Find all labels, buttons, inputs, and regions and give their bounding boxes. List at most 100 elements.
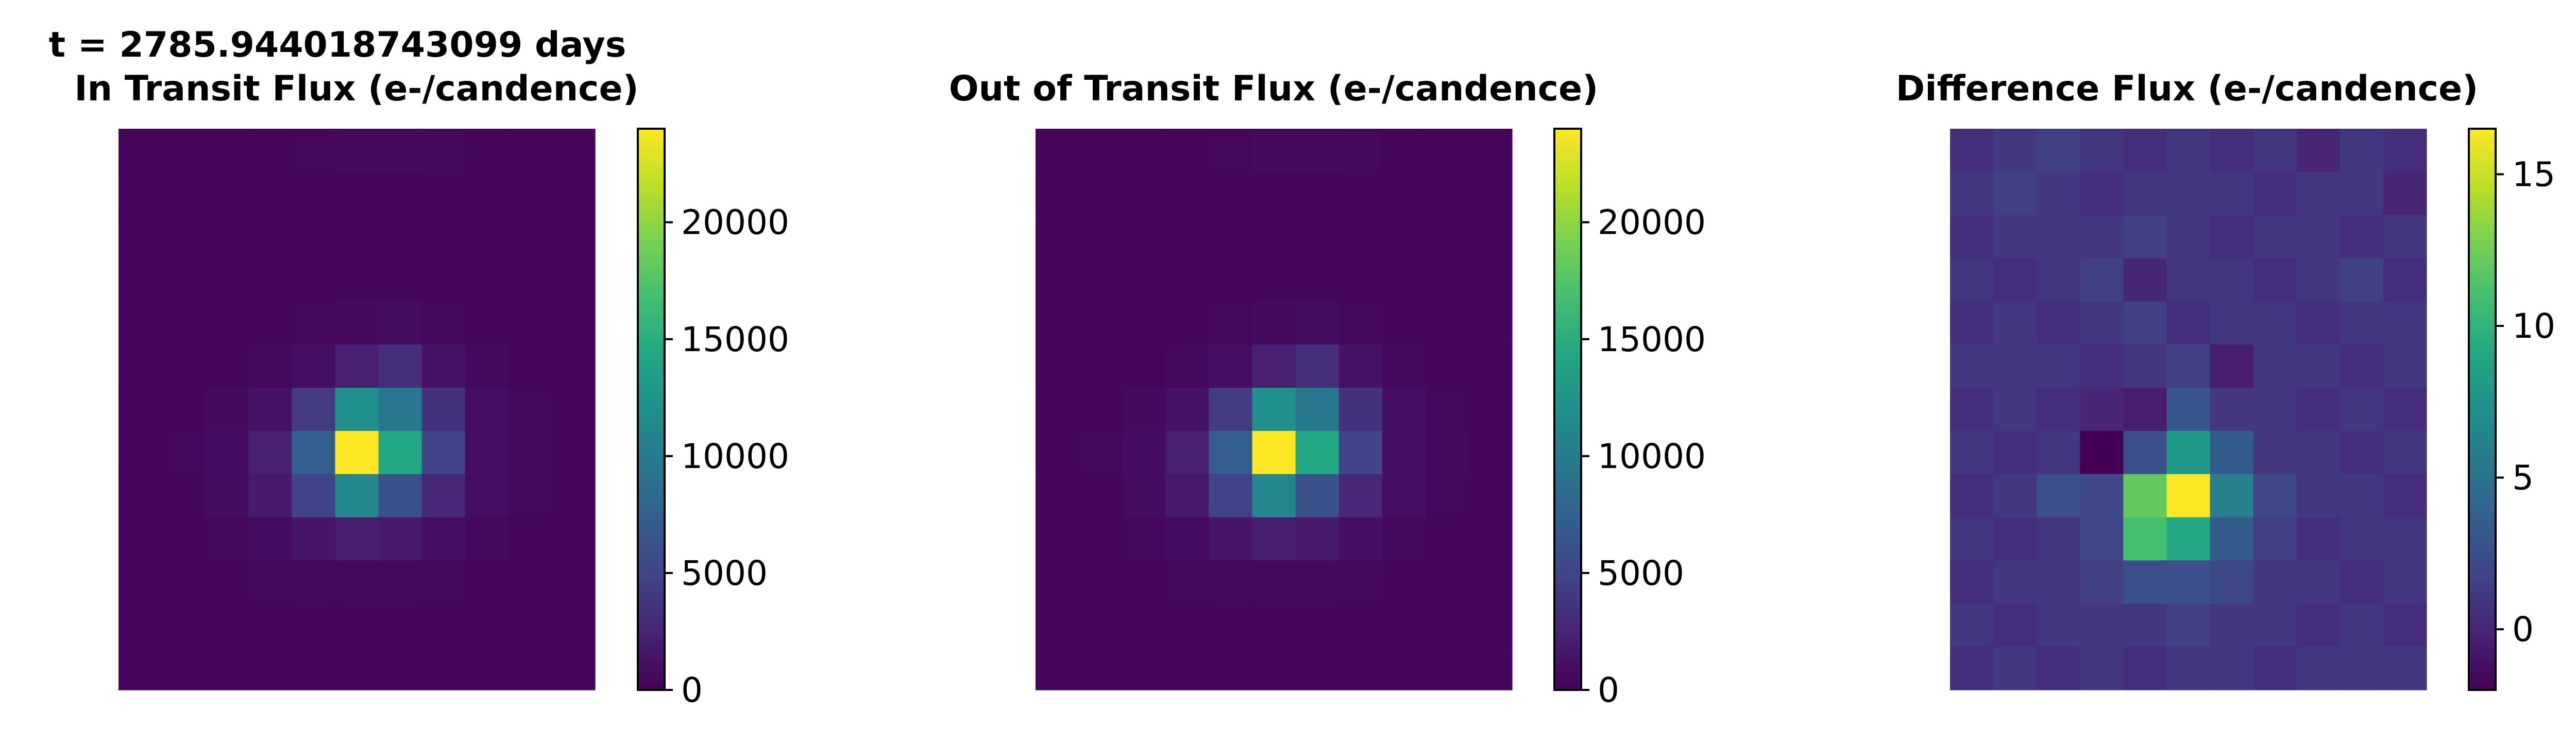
heatmap-cell (421, 560, 466, 604)
heatmap-cell (248, 301, 292, 345)
heatmap-cell (118, 603, 162, 647)
colorbar: 0 5000 10000 15000 20000 (1553, 128, 1706, 710)
heatmap-cell (1079, 129, 1123, 172)
heatmap-cell (205, 129, 249, 172)
heatmap-cell (2123, 647, 2167, 690)
heatmap-cell (205, 215, 249, 259)
heatmap-cell (465, 344, 509, 388)
heatmap-cell (1252, 647, 1296, 690)
heatmap-cell (1122, 517, 1166, 561)
heatmap-cell (1252, 129, 1296, 172)
heatmap-cell (378, 603, 422, 647)
heatmap-cell (421, 388, 466, 431)
heatmap-cell (2037, 560, 2080, 604)
heatmap-cell (162, 603, 206, 647)
heatmap-cell (378, 560, 422, 604)
heatmap-cell (1950, 474, 1994, 518)
heatmap-cell (2210, 603, 2254, 647)
heatmap-cell (551, 474, 596, 518)
heatmap-cell (2210, 517, 2254, 561)
heatmap-cell (1338, 215, 1383, 259)
heatmap-cell (1079, 474, 1123, 518)
heatmap-cell (2080, 560, 2124, 604)
heatmap-cell (1425, 258, 1469, 302)
heatmap-cell (1338, 171, 1383, 216)
colorbar-tick-label: 0 (1598, 670, 1619, 710)
colorbar-tick-label: 20000 (1598, 203, 1706, 243)
heatmap-cell (465, 517, 509, 561)
heatmap-cell (1209, 603, 1253, 647)
heatmap-cell (551, 388, 596, 431)
heatmap-cell (465, 258, 509, 302)
heatmap-cell (551, 171, 596, 216)
colorbar-tick-label: 15000 (1598, 320, 1706, 359)
heatmap-cell (551, 603, 596, 647)
heatmap-cell (162, 129, 206, 172)
heatmap-cell (2383, 344, 2427, 388)
heatmap-cell (2210, 474, 2254, 518)
heatmap-cell (162, 560, 206, 604)
heatmap-cell (2296, 215, 2341, 259)
heatmap-cell (2253, 258, 2297, 302)
heatmap-cell (1295, 215, 1340, 259)
heatmap-cell (1079, 430, 1123, 475)
heatmap-cell (1079, 517, 1123, 561)
heatmap-cell (1036, 560, 1079, 604)
heatmap-cell (2253, 301, 2297, 345)
heatmap-cell (1950, 258, 1994, 302)
heatmap-cell (335, 430, 379, 475)
heatmap-cell (1950, 603, 1994, 647)
heatmap-cell (2296, 344, 2341, 388)
heatmap-cell (2166, 430, 2211, 475)
heatmap-cell (1252, 560, 1296, 604)
heatmap-cell (2296, 171, 2341, 216)
heatmap-cell (1950, 430, 1994, 475)
heatmap-cell (508, 647, 552, 690)
heatmap-cell (2253, 344, 2297, 388)
heatmap-cell (2080, 603, 2124, 647)
heatmap-cell (1425, 430, 1469, 475)
heatmap-cell (1165, 344, 1209, 388)
heatmap-cell (1338, 344, 1383, 388)
heatmap-cell (508, 603, 552, 647)
heatmap-cell (205, 647, 249, 690)
heatmap-cell (162, 430, 206, 475)
heatmap-cell (335, 603, 379, 647)
heatmap-cell (378, 647, 422, 690)
heatmap-cell (1468, 517, 1513, 561)
heatmap-cell (1036, 301, 1079, 345)
heatmap-cell (1295, 171, 1340, 216)
panel-in-transit: In Transit Flux (e-/candence) 0 5000 10000… (74, 68, 789, 710)
heatmap-cell (1382, 258, 1426, 302)
heatmap-cell (1122, 258, 1166, 302)
heatmap-cell (1338, 129, 1383, 172)
heatmap-cell (2253, 215, 2297, 259)
heatmap-cell (292, 129, 336, 172)
heatmap-cell (1252, 430, 1296, 475)
heatmap-cell (2383, 258, 2427, 302)
heatmap-cell (1382, 129, 1426, 172)
colorbar-tick-label: 20000 (681, 203, 789, 243)
heatmap-cell (1165, 301, 1209, 345)
heatmap-cell (1165, 647, 1209, 690)
heatmap-cell (248, 171, 292, 216)
heatmap-cell (2166, 171, 2211, 216)
heatmap-cell (2296, 647, 2341, 690)
heatmap-cell (465, 474, 509, 518)
heatmap-cell (1165, 388, 1209, 431)
heatmap-cell (335, 215, 379, 259)
heatmap-cell (1209, 517, 1253, 561)
heatmap-cell (1993, 171, 2037, 216)
heatmap-cell (2210, 344, 2254, 388)
heatmap-cell (2253, 560, 2297, 604)
heatmap-cell (1382, 517, 1426, 561)
heatmap-cell (205, 258, 249, 302)
heatmap-cell (2166, 388, 2211, 431)
heatmap-cell (1950, 388, 1994, 431)
heatmap-cell (162, 171, 206, 216)
heatmap-cell (2340, 430, 2384, 475)
heatmap-cell (335, 647, 379, 690)
heatmap-cell (508, 344, 552, 388)
heatmap-cell (2340, 560, 2384, 604)
